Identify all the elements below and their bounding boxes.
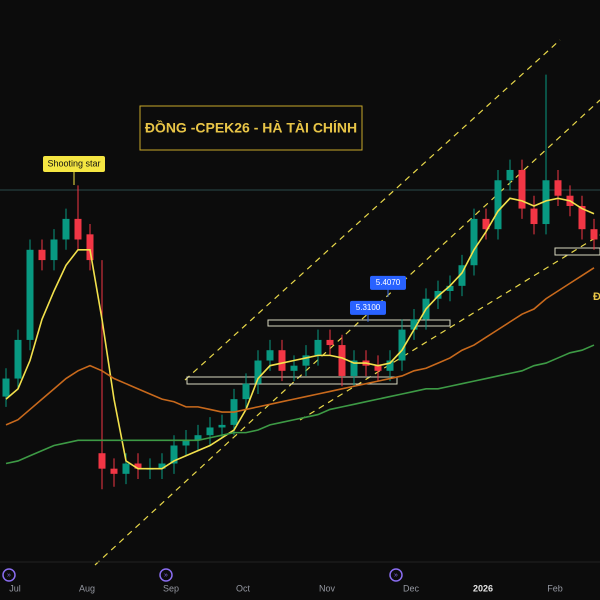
candle-body bbox=[266, 350, 274, 361]
nav-icon[interactable]: » bbox=[2, 568, 16, 582]
channel-line bbox=[184, 39, 561, 381]
moving-average-line bbox=[5, 197, 595, 470]
price-label-box bbox=[350, 300, 386, 315]
candle-body bbox=[494, 180, 502, 230]
candle-body bbox=[326, 339, 334, 346]
candle-body bbox=[410, 319, 418, 330]
candle-body bbox=[74, 218, 82, 240]
annotation-text: Đ bbox=[593, 291, 600, 303]
candle-body bbox=[470, 218, 478, 266]
candle-body bbox=[110, 468, 118, 474]
candle-body bbox=[158, 463, 166, 469]
candle-body bbox=[518, 169, 526, 209]
svg-text:»: » bbox=[164, 572, 168, 579]
nav-icon[interactable]: » bbox=[389, 568, 403, 582]
x-tick-label: Oct bbox=[236, 583, 251, 593]
support-zone bbox=[186, 376, 398, 385]
moving-average-line bbox=[5, 344, 595, 465]
candle-body bbox=[458, 265, 466, 286]
candle-body bbox=[194, 435, 202, 441]
candle-body bbox=[170, 445, 178, 464]
channel-line bbox=[299, 234, 600, 421]
title-box bbox=[139, 105, 363, 151]
candle-body bbox=[530, 208, 538, 225]
candle-body bbox=[578, 206, 586, 230]
candle-body bbox=[98, 453, 106, 469]
x-tick-label: Feb bbox=[547, 583, 563, 593]
candle-body bbox=[314, 339, 322, 356]
annotation-box bbox=[43, 156, 105, 172]
channel-line bbox=[94, 99, 600, 566]
svg-text:»: » bbox=[7, 572, 11, 579]
candle-body bbox=[482, 218, 490, 230]
candle-body bbox=[290, 365, 298, 371]
candle-body bbox=[14, 339, 22, 379]
price-label-text: 5.3100 bbox=[356, 303, 381, 312]
candle-body bbox=[590, 229, 598, 240]
candle-body bbox=[554, 180, 562, 196]
price-label-box bbox=[370, 275, 406, 290]
candle-body bbox=[206, 427, 214, 436]
candle-body bbox=[26, 249, 34, 340]
candle-body bbox=[38, 249, 46, 261]
price-label: 5.4070 bbox=[370, 275, 406, 297]
x-tick-label: 2026 bbox=[473, 583, 493, 593]
candle-body bbox=[122, 463, 130, 474]
candle-body bbox=[278, 350, 286, 371]
candle-body bbox=[302, 355, 310, 366]
x-tick-label: Sep bbox=[163, 583, 179, 593]
x-tick-label: Nov bbox=[319, 583, 336, 593]
candle-body bbox=[542, 180, 550, 225]
candle-body bbox=[182, 440, 190, 446]
candle-body bbox=[338, 345, 346, 376]
price-label-text: 5.4070 bbox=[376, 278, 401, 287]
annotation: Shooting star bbox=[43, 156, 105, 185]
candle-body bbox=[62, 218, 70, 240]
nav-icon[interactable]: » bbox=[159, 568, 173, 582]
candle-body bbox=[134, 463, 142, 469]
candle-body bbox=[218, 424, 226, 428]
chart-title: ĐỒNG -CPEK26 - HÀ TÀI CHÍNH bbox=[145, 119, 357, 136]
moving-average-line bbox=[5, 267, 595, 426]
candle-body bbox=[434, 290, 442, 299]
candle-body bbox=[386, 360, 394, 371]
annotation-text: Shooting star bbox=[47, 158, 100, 168]
svg-text:»: » bbox=[394, 572, 398, 579]
x-tick-label: Dec bbox=[403, 583, 420, 593]
price-label: 5.3100 bbox=[350, 300, 386, 322]
resistance-zone bbox=[267, 319, 451, 327]
candle-body bbox=[2, 378, 10, 397]
candle-body bbox=[242, 383, 250, 400]
candle-body bbox=[86, 234, 94, 261]
candle-body bbox=[254, 360, 262, 384]
x-tick-label: Jul bbox=[9, 583, 21, 593]
support-zone bbox=[554, 247, 600, 256]
candle-body bbox=[446, 285, 454, 291]
x-tick-label: Aug bbox=[79, 583, 95, 593]
plot bbox=[2, 74, 598, 490]
candle-body bbox=[374, 365, 382, 371]
candle-body bbox=[350, 360, 358, 376]
candle-body bbox=[398, 329, 406, 361]
candle-body bbox=[506, 169, 514, 181]
candle-body bbox=[50, 239, 58, 261]
